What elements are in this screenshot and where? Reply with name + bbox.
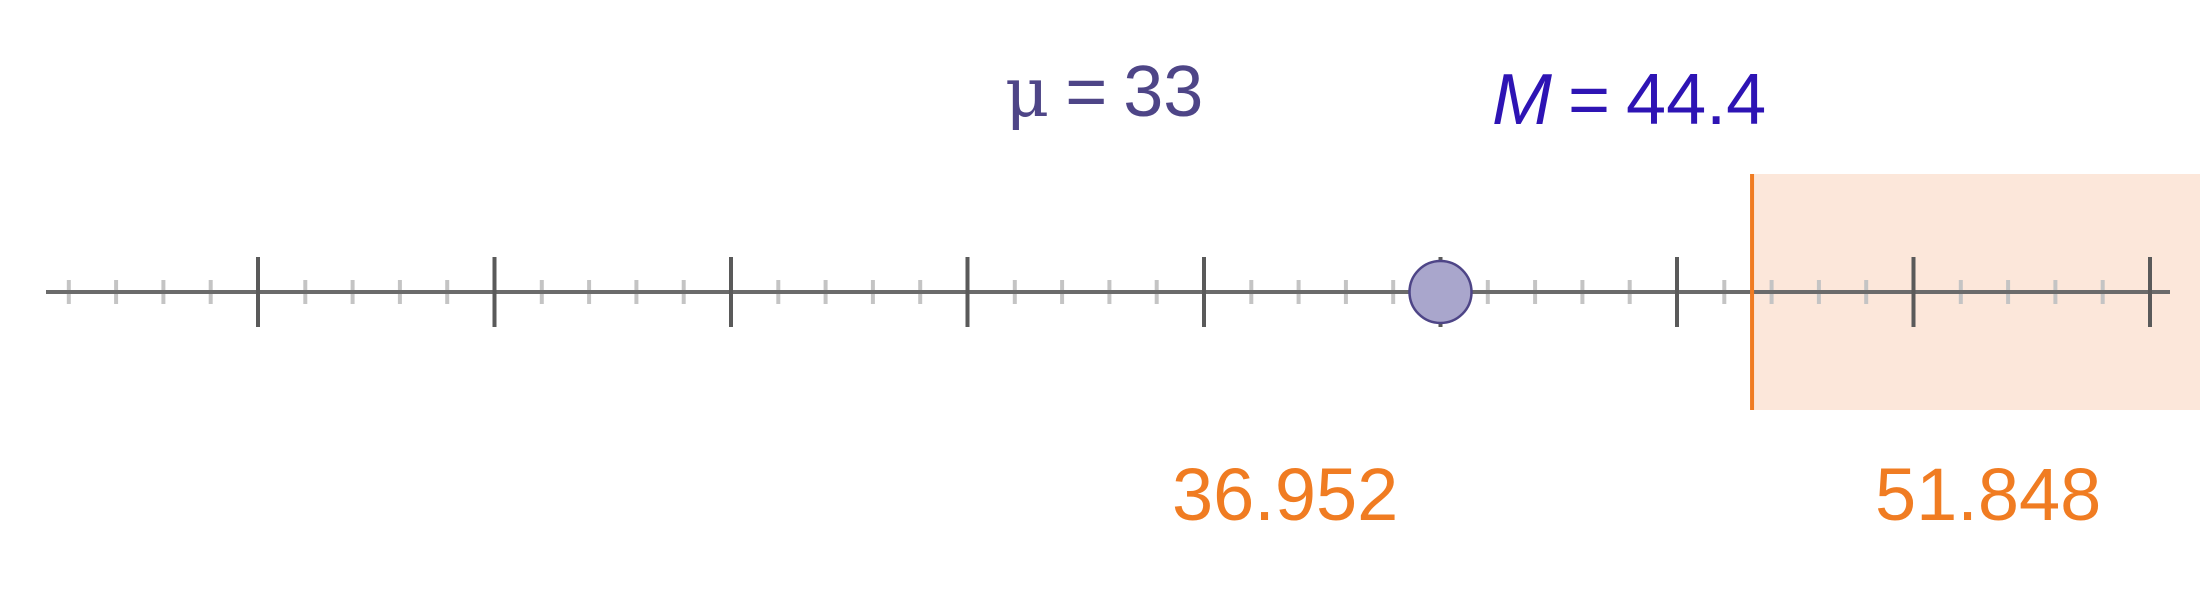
major-ticks — [256, 257, 2152, 327]
mu-symbol: μ — [1005, 54, 1050, 133]
m-equals: = — [1567, 60, 1611, 140]
population-mean-marker[interactable] — [1408, 259, 1473, 325]
ci-upper-bound-label: 51.848 — [1875, 453, 2102, 536]
m-symbol: M — [1492, 60, 1552, 140]
mu-value: 33 — [1123, 52, 1204, 132]
mu-equals: = — [1065, 52, 1108, 132]
m-value: 44.4 — [1626, 60, 1767, 140]
population-mean-label: μ = 33 — [1005, 56, 1203, 128]
ci-lower-bound-label: 36.952 — [1172, 453, 1399, 536]
sample-mean-label: M = 44.4 — [1492, 64, 1766, 136]
